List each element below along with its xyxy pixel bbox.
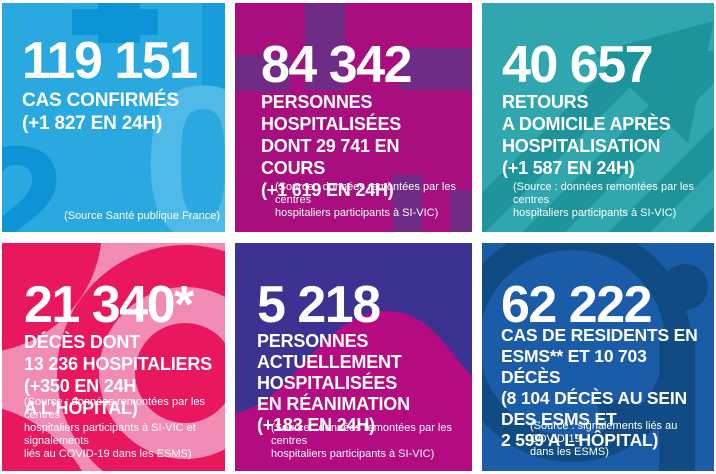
source-line: hospitaliers participants à SI-VIC) [275,207,439,219]
decorative-rings [2,243,225,471]
stat-label-line: (+1 619 EN 24H) [261,180,394,200]
decorative-bar [450,190,472,232]
stat-label-line: A DOMICILE APRÈS [502,114,671,134]
tile-icu: 5 218 PERSONNES ACTUELLEMENT HOSPITALISÉ… [235,243,472,471]
stat-label-line: CAS DE RESIDENTS EN [501,325,698,345]
stat-label-line: (+1 827 EN 24H) [22,113,163,134]
stat-value: 5 218 [257,276,381,334]
stat-label-line: (+350 EN 24H [24,376,137,396]
stat-value: 21 340* [24,276,194,334]
source-line: liés au COVID-19 dans les ESMS) [24,448,192,460]
stat-label: PERSONNES ACTUELLEMENT HOSPITALISÉES EN … [257,331,466,436]
stat-label-line: PERSONNES [261,92,373,112]
stat-label-line: DES ESMS ET [501,409,617,429]
decorative-curve [235,310,472,471]
source-line: dans les ESMS) [530,446,609,458]
decorative-bar [72,9,158,35]
source-note: (Source : signalements liés au COVID-19 … [530,420,714,459]
source-note: (Source : données remontées par les cent… [271,422,472,461]
decorative-bar [305,3,345,90]
source-line: (Source Santé publique France) [64,210,220,222]
source-line: (Source : données remontées par les cent… [513,181,694,206]
source-line: hospitaliers participants à SI-VIC) [271,448,435,460]
source-line: hospitaliers participants à SI-VIC) [513,207,677,219]
tile-esms-residents: 62 222 CAS DE RESIDENTS EN ESMS** ET 10 … [482,243,714,471]
tile-hospitalized: 84 342 PERSONNES HOSPITALISÉES DONT 29 7… [235,3,472,232]
stat-label-line: A L’HÔPITAL) [24,398,138,418]
stat-value: 40 657 [502,36,654,94]
source-line: (Source : signalements liés au COVID-19 [530,420,678,445]
source-note: (Source : données remontées par les cent… [275,181,472,220]
decorative-info-bubble-icon [482,243,708,471]
stat-label-line: EN RÉANIMATION [257,394,410,414]
tile-deaths: 21 340* DÉCÈS DONT 13 236 HOSPITALIERS (… [2,243,225,471]
decorative-bar [400,48,472,90]
stat-label-line: DONT 29 741 EN COURS [261,136,400,178]
source-note: (Source Santé publique France) [64,210,220,223]
decorative-digit-2: 2 [2,111,66,232]
stat-label-line: 2 599 A L’HÔPITAL) [501,430,659,450]
decorative-arrow-icon [482,21,714,232]
decorative-bar [235,55,290,91]
stat-label: RETOURS A DOMICILE APRÈS HOSPITALISATION… [502,91,708,179]
source-line: (Source : données remontées par les cent… [24,396,205,421]
stat-label-line: RETOURS [502,92,589,112]
stat-label-line: PERSONNES [257,331,369,351]
stat-label: DÉCÈS DONT 13 236 HOSPITALIERS (+350 EN … [24,331,219,419]
tile-confirmed-cases: 2 0 119 151 CAS CONFIRMÉS (+1 827 EN 24H… [2,3,225,232]
stat-label-line: ESMS** ET 10 703 DÉCÈS [501,346,647,387]
stat-label-line: (+1 587 EN 24H) [502,158,635,178]
source-line: (Source : données remontées par les cent… [275,181,456,206]
decorative-bar [393,175,422,232]
stat-label-line: HOSPITALISÉES [257,373,398,393]
stat-label-line: HOSPITALISATION [502,136,661,156]
stat-label-line: (8 104 DÉCÈS AU SEIN [501,388,687,408]
stat-label: CAS CONFIRMÉS (+1 827 EN 24H) [22,89,219,135]
stat-value: 84 342 [261,36,413,94]
stat-label-line: DÉCÈS DONT [24,332,141,352]
stat-label-line: 13 236 HOSPITALIERS [24,354,212,374]
source-note: (Source : données remontées par les cent… [24,396,225,461]
stat-label: PERSONNES HOSPITALISÉES DONT 29 741 EN C… [261,91,466,201]
source-line: (Source : données remontées par les cent… [271,422,452,447]
decorative-digit-0: 0 [142,40,225,232]
source-line: hospitaliers participants à SI-VIC et si… [24,422,196,447]
decorative-bar [202,3,225,91]
stat-value: 119 151 [22,32,198,90]
stat-label-line: HOSPITALISÉES [261,114,402,134]
stat-label-line: CAS CONFIRMÉS [22,90,179,111]
stat-label-line: ACTUELLEMENT [257,352,402,372]
stat-label: CAS DE RESIDENTS EN ESMS** ET 10 703 DÉC… [501,325,708,451]
source-note: (Source : données remontées par les cent… [513,181,714,220]
tile-returned-home: 40 657 RETOURS A DOMICILE APRÈS HOSPITAL… [482,3,714,232]
stat-value: 62 222 [501,276,653,334]
stat-label-line: (+183 EN 24H) [257,415,375,435]
